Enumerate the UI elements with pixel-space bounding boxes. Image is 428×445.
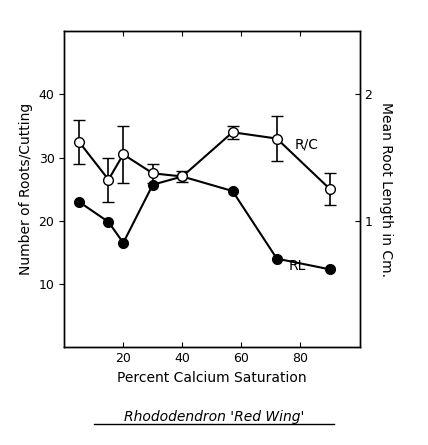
- Y-axis label: Mean Root Length in Cm.: Mean Root Length in Cm.: [379, 101, 393, 277]
- Text: R/C: R/C: [294, 137, 318, 151]
- X-axis label: Percent Calcium Saturation: Percent Calcium Saturation: [117, 371, 307, 384]
- Text: Rhododendron 'Red Wing': Rhododendron 'Red Wing': [124, 409, 304, 424]
- Y-axis label: Number of Roots/Cutting: Number of Roots/Cutting: [19, 103, 33, 275]
- Text: RL: RL: [288, 259, 306, 273]
